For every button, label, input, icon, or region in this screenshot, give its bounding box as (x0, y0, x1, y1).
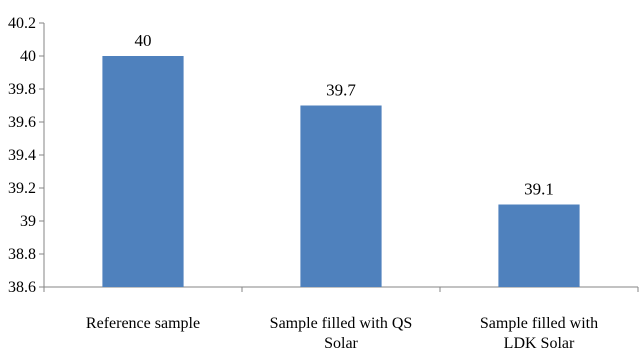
category-label: Sample filled with LDK Solar (480, 315, 598, 352)
data-label: 39.7 (326, 81, 356, 100)
x-axis (43, 286, 639, 292)
y-tick-label: 39.8 (8, 81, 36, 98)
category-labels-group: Reference sample Sample filled with QS Sol… (86, 315, 598, 352)
y-tick-label: 39.2 (8, 180, 36, 197)
bars-group (102, 56, 580, 287)
data-label: 39.1 (524, 180, 554, 199)
y-axis: 38.6 38.8 39 39.2 39.4 39.6 39.8 40 40.2 (8, 15, 45, 296)
category-label-line: LDK Solar (504, 335, 575, 352)
category-label: Reference sample (86, 315, 200, 332)
y-tick-label: 39.4 (8, 147, 36, 164)
y-tick-label: 38.8 (8, 246, 36, 263)
category-label-line: Reference sample (86, 315, 200, 332)
bar (498, 204, 580, 287)
bar (300, 105, 382, 287)
category-label-line: Sample filled with QS (270, 315, 413, 332)
category-label: Sample filled with QS Solar (270, 315, 413, 352)
category-label-line: Solar (324, 335, 358, 352)
data-label: 40 (135, 31, 152, 50)
y-tick-label: 40 (20, 48, 36, 65)
y-tick-label: 38.6 (8, 279, 36, 296)
category-label-line: Sample filled with (480, 315, 598, 332)
bar (102, 56, 184, 287)
y-tick-label: 39 (20, 213, 36, 230)
data-labels-group: 40 39.7 39.1 (135, 31, 554, 199)
y-tick-label: 39.6 (8, 114, 36, 131)
y-tick-label: 40.2 (8, 15, 36, 32)
